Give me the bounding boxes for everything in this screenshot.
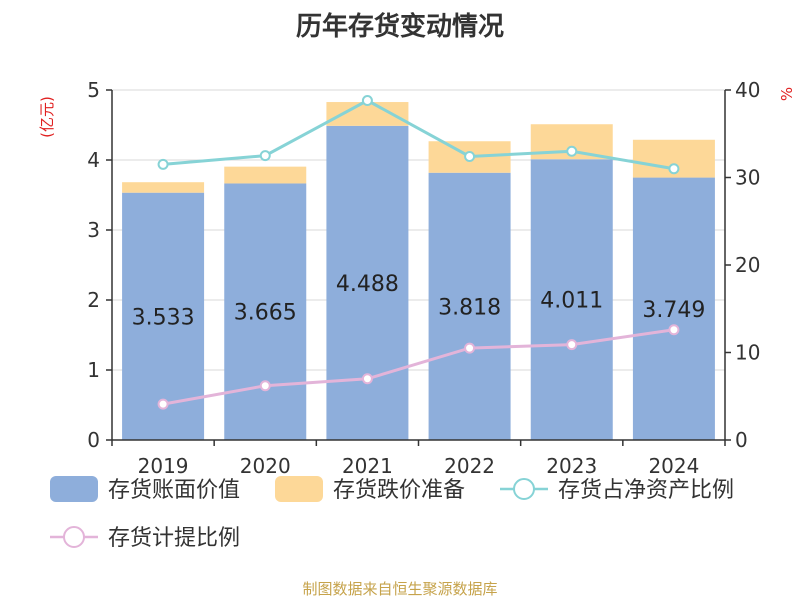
- provision-ratio-point: [361, 373, 373, 385]
- axes: 0 1 2 3 4 5 0 10 20 30 40 2019 2020 2021 2022 2023 2024 (…: [38, 78, 796, 478]
- legend-impairment-swatch: [275, 476, 323, 502]
- chart-title: 历年存货变动情况: [295, 12, 504, 42]
- y-left-tick-label: 2: [87, 288, 100, 312]
- bar-book-value: [632, 177, 715, 440]
- x-tick-label: 2021: [342, 454, 393, 478]
- y-left-unit-label: (亿元): [38, 96, 56, 138]
- y-right-tick-label: 40: [735, 78, 760, 102]
- bar-value-label: 3.818: [438, 295, 501, 320]
- bar-value-label: 3.749: [642, 298, 705, 323]
- net-asset-ratio-point: [464, 151, 476, 162]
- x-tick-label: 2022: [444, 454, 495, 478]
- bar-value-label: 3.533: [132, 305, 195, 330]
- net-asset-ratio-point: [668, 163, 680, 175]
- y-right-tick-label: 10: [735, 341, 760, 365]
- y-left-tick-label: 0: [87, 428, 100, 452]
- y-left-tick-label: 4: [87, 148, 100, 172]
- net-asset-ratio-point: [361, 95, 373, 106]
- legend-net-asset-ratio-swatch-marker: [513, 478, 535, 500]
- bar-value-label: 4.488: [336, 272, 399, 297]
- legend-net-asset-ratio-label: 存货占净资产比例: [558, 478, 734, 503]
- provision-ratio-line: [162, 328, 675, 406]
- y-left-tick-label: 3: [87, 218, 100, 242]
- y-left-tick-label: 1: [87, 358, 100, 382]
- legend-provision-ratio-label: 存货计提比例: [108, 526, 240, 551]
- bar-labels: 3.533 3.665 4.488 3.818 4.011 3.749: [132, 272, 706, 330]
- bar-book-value: [530, 159, 613, 441]
- bar-value-label: 3.665: [234, 301, 297, 326]
- legend-book-value-swatch: [50, 476, 98, 502]
- y-right-tick-label: 30: [735, 166, 760, 190]
- net-asset-ratio-point: [259, 150, 271, 162]
- provision-ratio-point: [464, 342, 476, 354]
- legend-book-value-label: 存货账面价值: [108, 478, 240, 503]
- source-note: 制图数据来自恒生聚源数据库: [302, 580, 498, 598]
- provision-ratio-point: [566, 339, 578, 351]
- x-tick-label: 2020: [240, 454, 291, 478]
- provision-ratio-point: [259, 380, 271, 392]
- bar-book-value: [428, 172, 511, 441]
- bar-impairment: [326, 102, 409, 126]
- bars: [122, 102, 715, 441]
- net-asset-ratio-line: [162, 98, 675, 171]
- x-tick-label: 2023: [546, 454, 597, 478]
- legend-provision-ratio-swatch-marker: [63, 526, 85, 548]
- y-left-tick-label: 5: [87, 78, 100, 102]
- legend-impairment-label: 存货跌价准备: [333, 478, 465, 503]
- bar-impairment: [224, 166, 307, 184]
- net-asset-ratio-point: [566, 145, 578, 157]
- bar-book-value: [224, 183, 307, 440]
- bar-impairment: [122, 182, 205, 193]
- provision-ratio-point: [157, 398, 169, 410]
- bar-value-label: 4.011: [540, 289, 603, 314]
- y-right-unit-label: %: [778, 87, 796, 101]
- bar-book-value: [326, 125, 409, 440]
- provision-ratio-point: [668, 324, 680, 336]
- y-right-tick-label: 0: [735, 428, 748, 452]
- x-tick-label: 2024: [648, 454, 699, 478]
- series-lines: [157, 95, 680, 410]
- y-right-tick-label: 20: [735, 253, 760, 277]
- x-tick-label: 2019: [138, 454, 189, 478]
- net-asset-ratio-point: [157, 158, 169, 170]
